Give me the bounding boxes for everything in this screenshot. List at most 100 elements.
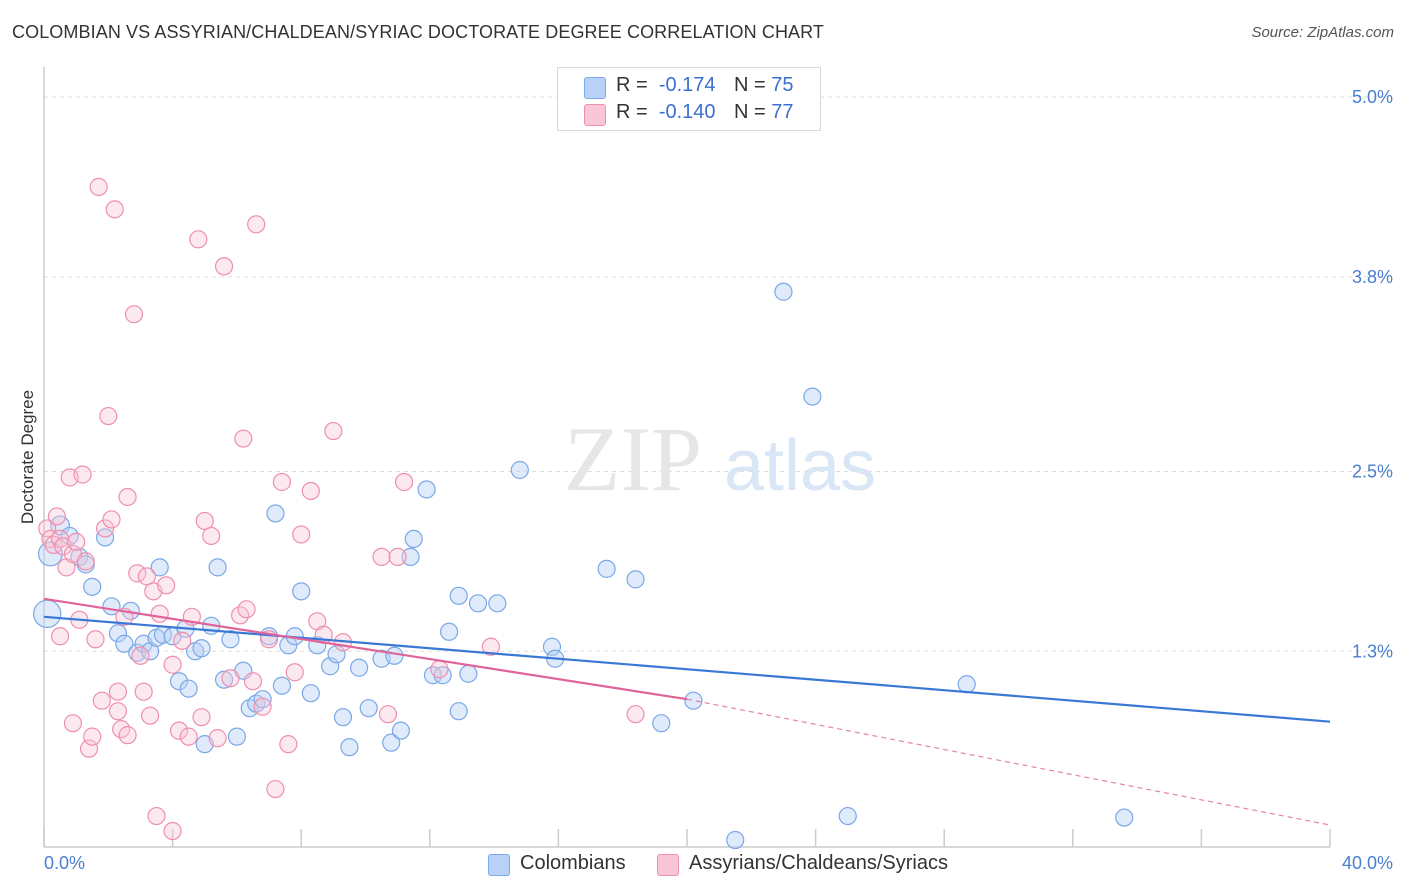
assyrian-point-47 xyxy=(192,708,211,727)
bottom-legend-label-colombians: Colombians xyxy=(520,852,626,874)
colombian-point-59 xyxy=(449,586,468,605)
colombian-point-68 xyxy=(652,714,671,733)
x-tick-label-0: 0.0% xyxy=(44,853,85,873)
y-tick-label-0: 1.3% xyxy=(1352,641,1393,661)
assyrian-point-57 xyxy=(247,215,266,234)
assyrian-point-58 xyxy=(253,697,272,716)
colombian-point-44 xyxy=(333,708,353,727)
assyrian-point-17 xyxy=(86,630,105,649)
colombian-point-52 xyxy=(401,547,420,566)
assyrian-point-48 xyxy=(195,511,214,531)
data-points xyxy=(33,177,1134,850)
assyrian-point-38 xyxy=(150,604,169,623)
grid-lines xyxy=(44,96,1390,652)
assyrian-point-73 xyxy=(394,472,414,492)
colombian-point-58 xyxy=(449,702,468,721)
colombian-point-67 xyxy=(626,570,645,589)
colombian-point-26 xyxy=(208,558,227,577)
watermark-zip: ZIP xyxy=(564,408,702,510)
assyrian-point-52 xyxy=(221,669,240,688)
assyrian-point-24 xyxy=(108,702,128,721)
assyrian-point-16 xyxy=(83,727,102,746)
legend-n-label: N = xyxy=(734,101,766,123)
legend-n-value-assyrians: 77 xyxy=(771,101,794,123)
assyrian-point-71 xyxy=(378,705,398,724)
bottom-legend-swatch-colombians xyxy=(488,854,510,876)
assyrian-point-50 xyxy=(208,729,227,748)
assyrian-point-65 xyxy=(301,481,320,501)
assyrian-point-30 xyxy=(124,305,144,324)
assyrian-point-32 xyxy=(131,646,150,665)
colombian-point-71 xyxy=(774,282,793,301)
colombian-point-54 xyxy=(417,480,436,499)
assyrian-point-3 xyxy=(47,507,66,526)
assyrian-point-56 xyxy=(243,672,263,691)
colombian-point-29 xyxy=(227,727,246,746)
colombian-point-23 xyxy=(192,639,211,658)
colombian-point-40 xyxy=(301,684,320,703)
watermark: ZIP atlas xyxy=(564,408,876,510)
assyrian-trend-line xyxy=(43,597,688,701)
bottom-legend: Colombians Assyrians/Chaldeans/Syriacs xyxy=(0,852,1406,878)
assyrian-point-0 xyxy=(38,519,57,538)
y-tick-label-2: 3.8% xyxy=(1352,267,1393,287)
colombian-point-61 xyxy=(468,594,488,613)
assyrian-point-49 xyxy=(202,526,221,546)
assyrian-point-68 xyxy=(324,421,343,441)
colombian-point-28 xyxy=(221,630,240,649)
colombian-point-19 xyxy=(169,672,189,691)
assyrian-point-61 xyxy=(272,472,292,492)
colombian-point-66 xyxy=(597,559,616,578)
assyrian-point-14 xyxy=(76,552,95,571)
assyrian-point-15 xyxy=(79,739,99,758)
colombian-point-57 xyxy=(439,622,459,641)
colombian-trend-line xyxy=(43,615,1331,723)
chart-title: COLOMBIAN VS ASSYRIAN/CHALDEAN/SYRIAC DO… xyxy=(12,22,825,42)
assyrian-point-25 xyxy=(108,682,128,701)
legend-n-value-colombians: 75 xyxy=(771,74,794,96)
colombian-point-53 xyxy=(404,529,423,549)
assyrian-point-43 xyxy=(173,631,192,650)
assyrian-point-55 xyxy=(237,600,256,619)
tick-labels: 1.3% 2.5% 3.8% 5.0% 0.0% 40.0% xyxy=(44,87,1393,873)
legend-r-label: R = xyxy=(616,74,648,96)
colombian-point-60 xyxy=(459,664,478,683)
colombian-point-46 xyxy=(349,658,369,677)
assyrian-point-39 xyxy=(157,576,176,595)
colombian-point-17 xyxy=(150,558,169,577)
assyrian-point-46 xyxy=(189,230,208,249)
assyrian-point-22 xyxy=(102,510,121,529)
colombian-point-62 xyxy=(488,594,507,613)
legend-swatch-assyrians xyxy=(584,104,606,126)
assyrian-point-76 xyxy=(430,660,449,679)
y-tick-label-1: 2.5% xyxy=(1352,462,1393,482)
axes xyxy=(43,67,1331,848)
colombian-point-21 xyxy=(179,679,198,698)
colombian-point-35 xyxy=(266,504,285,523)
colombian-point-49 xyxy=(382,733,401,752)
assyrian-point-42 xyxy=(169,721,189,740)
assyrian-point-33 xyxy=(134,682,153,701)
assyrian-point-51 xyxy=(214,257,234,276)
colombian-point-63 xyxy=(510,460,529,480)
assyrian-point-5 xyxy=(50,627,70,646)
assyrian-point-9 xyxy=(63,714,83,733)
assyrian-point-75 xyxy=(626,705,645,724)
colombian-point-51 xyxy=(391,721,410,740)
assyrian-point-62 xyxy=(279,735,298,754)
colombian-point-10 xyxy=(115,634,134,653)
assyrian-point-11 xyxy=(67,532,86,552)
colombian-point-9 xyxy=(108,624,128,643)
y-axis-label: Doctorate Degree xyxy=(18,390,37,524)
legend-r-value-assyrians: -0.140 xyxy=(658,101,716,123)
legend-n-label: N = xyxy=(734,74,766,96)
colombian-point-69 xyxy=(684,691,703,710)
assyrian-trend-extension xyxy=(686,698,1331,826)
assyrian-point-37 xyxy=(147,806,166,826)
colombian-point-0 xyxy=(33,599,62,629)
colombian-point-74 xyxy=(957,675,976,694)
legend: R = -0.174 N = 75 R = -0.140 N = 77 xyxy=(557,67,821,131)
colombian-point-73 xyxy=(838,806,857,826)
assyrian-point-13 xyxy=(73,465,92,484)
source-label: Source: ZipAtlas.com xyxy=(1251,24,1394,41)
